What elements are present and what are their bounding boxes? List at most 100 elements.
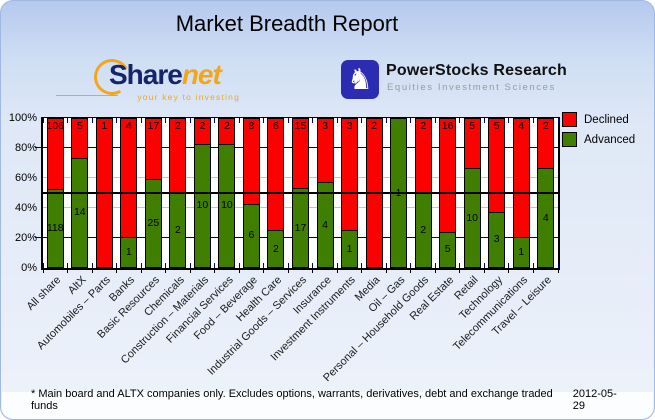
footer-band: [2, 392, 653, 419]
sharenet-word-share: Share: [109, 59, 183, 90]
x-axis-tick: [287, 270, 289, 273]
bar-value-label-declined: 106: [46, 120, 65, 132]
bar-segment-advanced: [194, 143, 210, 267]
x-axis-tick: [532, 270, 534, 273]
bar-value-label-advanced: 6: [248, 229, 255, 242]
bar-value-label-advanced: 2: [420, 224, 427, 236]
bar-value-label-advanced: 1: [346, 242, 353, 255]
grid-stub-top: [189, 118, 191, 123]
sharenet-word-net: net: [181, 59, 222, 90]
bar-value-label-declined: 6: [273, 120, 279, 132]
bar-value-label-advanced: 25: [147, 216, 160, 229]
grid-stub-bottom: [116, 263, 118, 268]
bar-segment-advanced: [293, 188, 308, 267]
tagline-rule: [56, 95, 118, 96]
bar-segment-declined: [464, 119, 480, 169]
grid-stub-bottom: [508, 263, 510, 268]
bar-segment-advanced: [513, 237, 529, 267]
x-axis-tick: [238, 270, 240, 273]
x-axis-tick: [214, 270, 216, 273]
grid-stub-top: [557, 118, 559, 123]
bar-value-label-advanced: 17: [294, 221, 307, 234]
x-axis-tick: [263, 270, 265, 273]
sharenet-logo: Sharenet your key to investing: [56, 54, 286, 105]
grid-stub-bottom: [42, 263, 44, 268]
y-axis-tick: [35, 147, 41, 148]
grid-stub-top: [385, 118, 387, 123]
grid-stub-bottom: [140, 263, 142, 268]
powerstocks-subtitle: Equities Investment Sciences: [387, 82, 556, 93]
x-axis-tick: [67, 270, 69, 273]
legend-item-advanced: Advanced: [562, 132, 635, 147]
x-axis-tick: [459, 270, 461, 273]
bar-segment-declined: [440, 119, 456, 232]
bar-segment-advanced: [317, 182, 333, 267]
legend-label-advanced: Advanced: [584, 133, 636, 146]
x-axis-tick: [557, 270, 559, 273]
bar-segment-declined: [145, 119, 161, 179]
bar-value-label-declined: 4: [125, 120, 132, 132]
y-axis-tick-label: 100%: [8, 112, 37, 124]
bar-value-label-declined: 1: [101, 120, 108, 132]
bar-segment-advanced: [268, 230, 284, 267]
grid-stub-top: [140, 118, 142, 123]
plot-area: 1061185141411725222102108662151734312122…: [41, 117, 560, 270]
y-axis-tick: [35, 237, 41, 238]
grid-stub-bottom: [312, 263, 314, 268]
y-axis-tick-label: 80%: [14, 142, 37, 154]
x-axis-tick: [42, 270, 44, 273]
grid-stub-top: [361, 118, 363, 123]
bar-value-label-advanced: 118: [46, 222, 64, 235]
grid-stub-bottom: [91, 263, 93, 268]
bar-value-label-advanced: 1: [518, 246, 525, 259]
bar-value-label-advanced: 5: [444, 243, 451, 256]
grid-stub-bottom: [238, 263, 240, 268]
page-title: Market Breadth Report: [175, 11, 399, 36]
bar-value-label-declined: 5: [76, 120, 83, 132]
x-axis-tick: [385, 270, 387, 273]
bar-value-label-advanced: 1: [125, 246, 132, 259]
grid-stub-top: [116, 118, 118, 123]
grid-stub-top: [336, 118, 338, 123]
bar-segment-declined: [342, 119, 358, 230]
grid-stub-top: [287, 118, 289, 123]
chart-legend: Declined Advanced: [562, 112, 635, 152]
sharenet-wordmark: Sharenet: [109, 59, 222, 91]
bar-segment-advanced: [121, 237, 137, 267]
x-axis-tick: [189, 270, 191, 273]
x-axis-tick: [410, 270, 412, 273]
bar-value-label-advanced: 4: [322, 218, 328, 231]
grid-stub-bottom: [483, 263, 485, 268]
bar-value-label-declined: 17: [147, 120, 160, 132]
y-axis-tick-label: 40%: [14, 202, 37, 214]
bar-value-label-declined: 3: [322, 120, 328, 132]
grid-stub-top: [508, 118, 510, 123]
legend-item-declined: Declined: [562, 112, 635, 127]
y-axis-tick-label: 0%: [21, 262, 37, 274]
bar-value-label-declined: 5: [469, 120, 476, 132]
bar-segment-advanced: [243, 203, 259, 267]
footnote: * Main board and ALTX companies only. Ex…: [31, 388, 553, 412]
grid-stub-bottom: [287, 263, 289, 268]
bar-segment-declined: [268, 119, 284, 230]
grid-stub-bottom: [336, 263, 338, 268]
legend-label-declined: Declined: [584, 113, 629, 126]
bar-segment-declined: [513, 119, 529, 238]
x-axis-tick: [434, 270, 436, 273]
grid-stub-bottom: [532, 263, 534, 268]
x-axis-tick: [91, 270, 93, 273]
bar-segment-declined: [72, 119, 88, 158]
bar-segment-declined: [194, 119, 210, 144]
bar-value-label-declined: 5: [493, 120, 500, 132]
bar-value-label-declined: 16: [441, 120, 454, 132]
powerstocks-name: PowerStocks Research: [386, 62, 567, 79]
bar-value-label-declined: 8: [248, 120, 255, 132]
grid-stub-top: [459, 118, 461, 123]
grid-stub-top: [312, 118, 314, 123]
x-axis-tick: [140, 270, 142, 273]
x-axis-tick: [508, 270, 510, 273]
bar-segment-declined: [47, 119, 63, 190]
